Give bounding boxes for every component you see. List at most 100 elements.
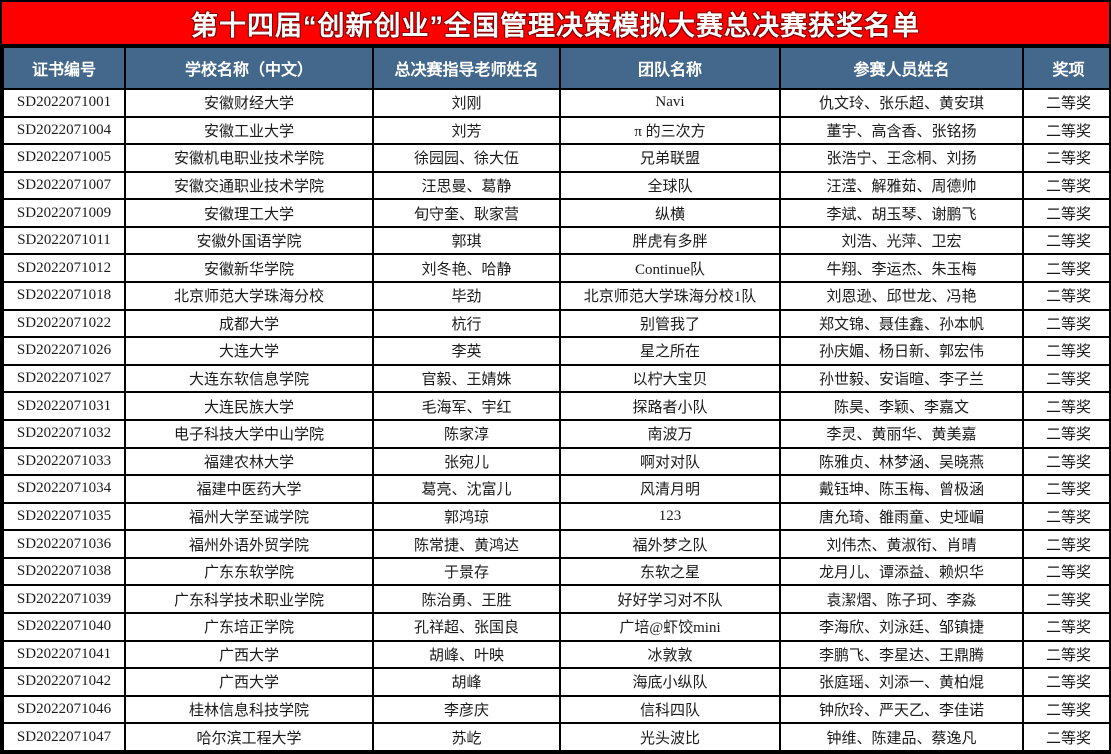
members-cell: 孙世毅、安诣暄、李子兰 [779, 363, 1024, 394]
school-cell: 安徽理工大学 [124, 198, 374, 228]
school-cell: 安徽机电职业技术学院 [124, 143, 374, 173]
award-cell: 二等奖 [1022, 198, 1109, 228]
team-cell: 东软之星 [559, 556, 781, 587]
teacher-cell: 旬守奎、耿家营 [372, 198, 561, 228]
table-row: SD2022071005 安徽机电职业技术学院 徐园园、徐大伍 兄弟联盟 张浩宁… [2, 143, 1109, 173]
cert-cell: SD2022071040 [2, 611, 126, 642]
team-cell: π 的三次方 [559, 115, 781, 146]
school-cell: 广西大学 [124, 667, 374, 697]
school-cell: 大连东软信息学院 [124, 363, 374, 394]
cert-cell: SD2022071046 [2, 694, 126, 725]
table-row: SD2022071027 大连东软信息学院 官毅、王婧姝 以柠大宝贝 孙世毅、安… [2, 363, 1109, 394]
cert-cell: SD2022071018 [2, 281, 126, 311]
table-row: SD2022071047 哈尔滨工程大学 苏屹 光头波比 钟维、陈建品、蔡逸凡 … [2, 722, 1109, 752]
teacher-cell: 李英 [372, 336, 561, 366]
members-cell: 唐允琦、雒雨童、史垭嵋 [779, 501, 1024, 532]
cert-cell: SD2022071047 [2, 722, 126, 752]
award-cell: 二等奖 [1022, 474, 1109, 504]
teacher-cell: 杭行 [372, 308, 561, 339]
award-cell: 二等奖 [1022, 611, 1109, 642]
award-cell: 二等奖 [1022, 308, 1109, 339]
teacher-cell: 刘刚 [372, 88, 561, 118]
members-cell: 孙庆媚、杨日新、郭宏伟 [779, 336, 1024, 366]
award-cell: 二等奖 [1022, 501, 1109, 532]
team-cell: 啊对对队 [559, 446, 781, 477]
award-cell: 二等奖 [1022, 143, 1109, 173]
cert-cell: SD2022071005 [2, 143, 126, 173]
award-cell: 二等奖 [1022, 88, 1109, 118]
members-cell: 刘浩、光萍、卫宏 [779, 225, 1024, 256]
members-cell: 李斌、胡玉琴、谢鹏飞 [779, 198, 1024, 228]
cert-cell: SD2022071035 [2, 501, 126, 532]
cert-cell: SD2022071031 [2, 391, 126, 421]
table-row: SD2022071018 北京师范大学珠海分校 毕劲 北京师范大学珠海分校1队 … [2, 281, 1109, 311]
members-cell: 戴钰坤、陈玉梅、曾极涵 [779, 474, 1024, 504]
teacher-cell: 胡峰、叶映 [372, 639, 561, 670]
team-cell: 广培@虾饺mini [559, 611, 781, 642]
teacher-cell: 陈常捷、黄鸿达 [372, 529, 561, 559]
award-cell: 二等奖 [1022, 418, 1109, 449]
teacher-cell: 李彦庆 [372, 694, 561, 725]
cert-cell: SD2022071033 [2, 446, 126, 477]
team-cell: 风清月明 [559, 474, 781, 504]
members-cell: 董宇、高含香、张铭扬 [779, 115, 1024, 146]
members-cell: 袁潔熠、陈子珂、李淼 [779, 584, 1024, 614]
school-cell: 福建中医药大学 [124, 474, 374, 504]
cert-cell: SD2022071001 [2, 88, 126, 118]
team-cell: 好好学习对不队 [559, 584, 781, 614]
team-cell: 南波万 [559, 418, 781, 449]
table-body: SD2022071001 安徽财经大学 刘刚 Navi 仇文玲、张乐超、黄安琪 … [2, 88, 1109, 752]
teacher-cell: 毕劲 [372, 281, 561, 311]
school-cell: 广东培正学院 [124, 611, 374, 642]
teacher-cell: 苏屹 [372, 722, 561, 752]
column-header-cert: 证书编号 [2, 46, 126, 90]
school-cell: 广东东软学院 [124, 556, 374, 587]
teacher-cell: 陈家淳 [372, 418, 561, 449]
school-cell: 福州大学至诚学院 [124, 501, 374, 532]
team-cell: 别管我了 [559, 308, 781, 339]
members-cell: 李鹏飞、李星达、王鼎腾 [779, 639, 1024, 670]
award-cell: 二等奖 [1022, 694, 1109, 725]
team-cell: 星之所在 [559, 336, 781, 366]
team-cell: 冰敦敦 [559, 639, 781, 670]
table-row: SD2022071033 福建农林大学 张宛儿 啊对对队 陈雅贞、林梦涵、吴晓燕… [2, 446, 1109, 477]
award-cell: 二等奖 [1022, 446, 1109, 477]
teacher-cell: 郭鸿琼 [372, 501, 561, 532]
school-cell: 安徽财经大学 [124, 88, 374, 118]
school-cell: 大连民族大学 [124, 391, 374, 421]
school-cell: 安徽交通职业技术学院 [124, 170, 374, 201]
table-row: SD2022071007 安徽交通职业技术学院 汪思曼、葛静 全球队 汪滢、解雅… [2, 170, 1109, 201]
teacher-cell: 葛亮、沈富儿 [372, 474, 561, 504]
table-row: SD2022071032 电子科技大学中山学院 陈家淳 南波万 李灵、黄丽华、黄… [2, 418, 1109, 449]
award-cell: 二等奖 [1022, 639, 1109, 670]
cert-cell: SD2022071041 [2, 639, 126, 670]
column-header-award: 奖项 [1022, 46, 1109, 90]
cert-cell: SD2022071032 [2, 418, 126, 449]
team-cell: 以柠大宝贝 [559, 363, 781, 394]
members-cell: 钟欣玲、严天乙、李佳诺 [779, 694, 1024, 725]
teacher-cell: 张宛儿 [372, 446, 561, 477]
teacher-cell: 于景存 [372, 556, 561, 587]
award-cell: 二等奖 [1022, 336, 1109, 366]
award-cell: 二等奖 [1022, 391, 1109, 421]
school-cell: 成都大学 [124, 308, 374, 339]
column-header-teacher: 总决赛指导老师姓名 [372, 46, 561, 90]
cert-cell: SD2022071004 [2, 115, 126, 146]
members-cell: 陈雅贞、林梦涵、吴晓燕 [779, 446, 1024, 477]
teacher-cell: 官毅、王婧姝 [372, 363, 561, 394]
team-cell: 信科四队 [559, 694, 781, 725]
table-row: SD2022071022 成都大学 杭行 别管我了 郑文锦、聂佳鑫、孙本帆 二等… [2, 308, 1109, 339]
team-cell: Navi [559, 88, 781, 118]
teacher-cell: 刘冬艳、哈静 [372, 253, 561, 284]
members-cell: 李灵、黄丽华、黄美嘉 [779, 418, 1024, 449]
award-cell: 二等奖 [1022, 115, 1109, 146]
award-cell: 二等奖 [1022, 529, 1109, 559]
members-cell: 陈昊、李颖、李嘉文 [779, 391, 1024, 421]
table-row: SD2022071040 广东培正学院 孔祥超、张国良 广培@虾饺mini 李海… [2, 611, 1109, 642]
award-cell: 二等奖 [1022, 363, 1109, 394]
members-cell: 刘伟杰、黄淑衔、肖晴 [779, 529, 1024, 559]
school-cell: 广西大学 [124, 639, 374, 670]
school-cell: 福州外语外贸学院 [124, 529, 374, 559]
members-cell: 龙月儿、谭添益、赖炽华 [779, 556, 1024, 587]
cert-cell: SD2022071039 [2, 584, 126, 614]
